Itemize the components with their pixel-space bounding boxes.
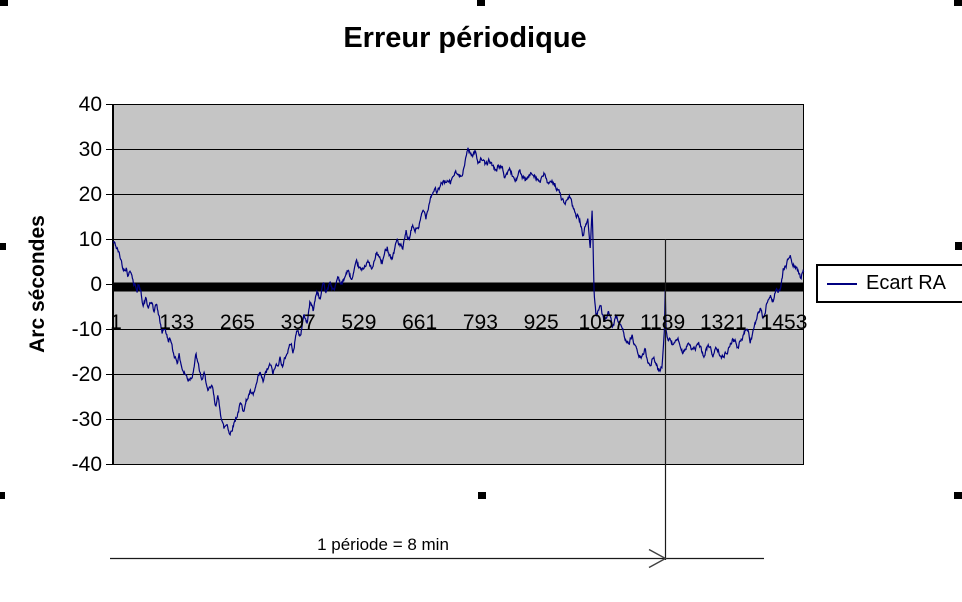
selection-handle-middle-right[interactable]	[955, 242, 962, 250]
x-tick-label: 925	[523, 311, 559, 334]
x-tick-label: 661	[402, 311, 438, 334]
period-annotation-label: 1 période = 8 min	[317, 535, 449, 554]
x-tick-label: 1453	[760, 311, 808, 334]
selection-handle-bottom-left[interactable]	[0, 492, 5, 499]
legend-box[interactable]: Ecart RA	[816, 264, 962, 303]
selection-handle-bottom-center[interactable]	[478, 492, 486, 499]
selection-handle-top-left[interactable]	[0, 0, 8, 6]
x-tick-label: 265	[219, 311, 255, 334]
y-tick-label: -30	[71, 407, 102, 431]
plot-area[interactable]	[113, 104, 804, 465]
y-tick-label: 0	[90, 272, 102, 296]
y-tick-label: -40	[71, 452, 102, 476]
selection-handle-top-right[interactable]	[954, 0, 962, 6]
y-tick-label: -20	[71, 362, 102, 386]
x-tick-label: 1057	[578, 311, 626, 334]
x-tick-label: 397	[280, 311, 316, 334]
y-tick-label: -10	[71, 317, 102, 341]
y-tick-label: 40	[78, 92, 102, 116]
y-tick-label: 10	[78, 227, 102, 251]
x-tick-label: 133	[159, 311, 195, 334]
selection-handle-bottom-right[interactable]	[954, 492, 962, 499]
legend-series-label: Ecart RA	[866, 272, 947, 294]
x-tick-label: 1	[110, 311, 122, 334]
selection-handle-middle-left[interactable]	[0, 243, 6, 250]
x-tick-label: 529	[341, 311, 377, 334]
x-tick-label: 1321	[699, 311, 747, 334]
y-tick-label: 20	[78, 182, 102, 206]
chart-title: Erreur périodique	[343, 22, 587, 54]
arrow-head-icon	[648, 548, 667, 569]
axis-ticks	[106, 104, 113, 465]
x-tick-label: 793	[462, 311, 498, 334]
x-tick-label: 1189	[639, 311, 686, 334]
selection-handle-top-center[interactable]	[477, 0, 485, 6]
legend-line-sample-icon	[827, 282, 857, 285]
y-tick-label: 30	[78, 137, 102, 161]
